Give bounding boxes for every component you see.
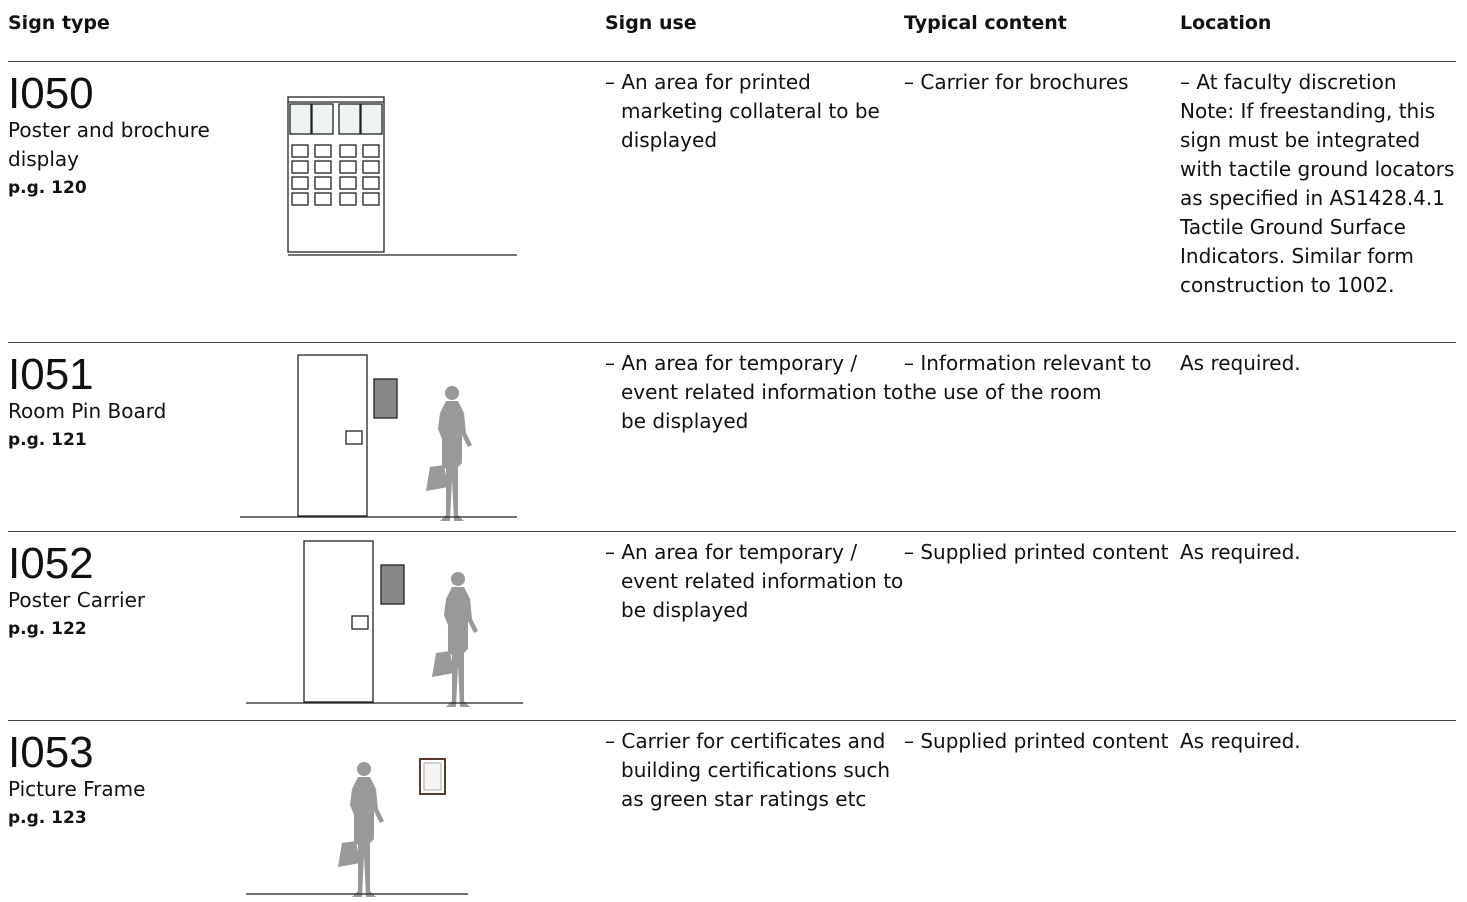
location-line: Note: If freestanding, this sign must be…	[1180, 99, 1455, 297]
sign-use: – An area for printed marketing collater…	[605, 70, 880, 152]
sign-name-text: Picture Frame	[8, 777, 146, 801]
sign-name: Picture Frame p.g. 123	[8, 775, 223, 833]
location: – At faculty discretion Note: If freesta…	[1180, 68, 1458, 300]
sign-name-text: Poster Carrier	[8, 588, 146, 612]
header-location: Location	[1180, 12, 1272, 34]
sign-use: – An area for temporary / event related …	[605, 540, 904, 622]
header-sign-type: Sign type	[8, 12, 110, 34]
header-typical-content: Typical content	[904, 12, 1067, 34]
location: As required.	[1180, 727, 1458, 756]
illustration	[287, 96, 517, 256]
sign-use: – An area for temporary / event related …	[605, 351, 904, 433]
typical-content: – Information relevant to the use of the…	[904, 351, 1152, 404]
sign-code: I052	[8, 539, 94, 588]
sign-name-text: Room Pin Board	[8, 399, 167, 423]
header-sign-use: Sign use	[605, 12, 697, 34]
location-line: As required.	[1180, 351, 1301, 375]
typical-content: – Supplied printed content	[904, 540, 1169, 564]
page-ref: p.g. 122	[8, 619, 87, 639]
sign-code: I051	[8, 350, 94, 399]
table-row: I052 Poster Carrier p.g. 122 – An area fo…	[8, 531, 1456, 720]
sign-code: I053	[8, 728, 94, 777]
illustration	[246, 758, 468, 897]
page-ref: p.g. 120	[8, 178, 87, 198]
sign-use: – Carrier for certificates and building …	[605, 729, 891, 811]
sign-code: I050	[8, 69, 94, 118]
location: As required.	[1180, 538, 1458, 567]
location-line: – At faculty discretion	[1180, 70, 1397, 94]
illustration	[240, 354, 517, 521]
location-line: As required.	[1180, 540, 1301, 564]
table-row: I050 Poster and brochure display p.g. 120…	[8, 61, 1456, 342]
sign-name: Poster Carrier p.g. 122	[8, 586, 223, 644]
sign-name: Poster and brochure display p.g. 120	[8, 116, 223, 203]
page-ref: p.g. 123	[8, 808, 87, 828]
location-line: As required.	[1180, 729, 1301, 753]
sign-name-text: Poster and brochure display	[8, 118, 210, 171]
table-row: I051 Room Pin Board p.g. 121 – An area fo…	[8, 342, 1456, 531]
table-row: I053 Picture Frame p.g. 123 – Carrier for…	[8, 720, 1456, 902]
illustration	[246, 540, 523, 707]
typical-content: – Carrier for brochures	[904, 70, 1129, 94]
typical-content: – Supplied printed content	[904, 729, 1169, 753]
location: As required.	[1180, 349, 1458, 378]
page-ref: p.g. 121	[8, 430, 87, 450]
sign-name: Room Pin Board p.g. 121	[8, 397, 223, 455]
